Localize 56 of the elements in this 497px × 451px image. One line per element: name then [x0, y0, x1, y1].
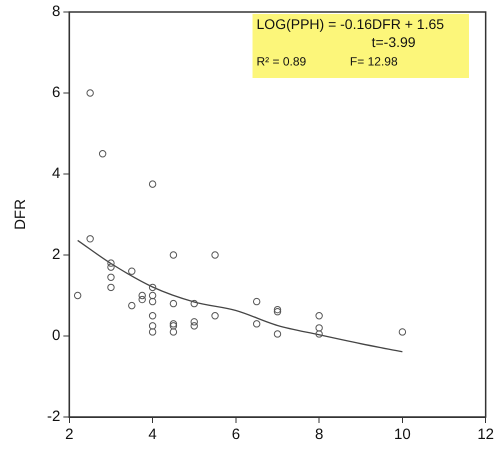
- x-tick-label: 4: [148, 426, 157, 444]
- point: [107, 284, 115, 292]
- point: [315, 330, 323, 338]
- point: [315, 312, 323, 320]
- point: [170, 322, 178, 330]
- point: [190, 318, 198, 326]
- point: [74, 292, 82, 300]
- point: [274, 308, 282, 316]
- point: [107, 263, 115, 271]
- point: [138, 296, 146, 304]
- point: [148, 298, 156, 306]
- x-tick-label: 12: [477, 426, 494, 444]
- point: [211, 312, 219, 320]
- x-tick-label: 2: [65, 426, 74, 444]
- y-axis-title: DFR: [12, 198, 30, 230]
- y-tick-label: 4: [52, 165, 60, 182]
- point: [148, 180, 156, 188]
- point: [211, 251, 219, 259]
- point: [170, 251, 178, 259]
- point: [107, 274, 115, 281]
- point: [86, 89, 94, 97]
- point: [128, 302, 136, 310]
- annotation: R² = 0.89: [256, 54, 307, 68]
- point: [274, 330, 282, 338]
- point: [190, 300, 198, 308]
- point: [170, 328, 178, 336]
- y-tick-label: 8: [52, 3, 60, 20]
- point: [252, 320, 260, 328]
- y-tick-label: -2: [46, 408, 60, 426]
- point: [86, 235, 94, 242]
- x-tick-label: 6: [232, 426, 240, 444]
- y-tick-label: 2: [52, 246, 60, 264]
- point: [148, 284, 156, 292]
- annotation: t=-3.99: [372, 34, 416, 50]
- point: [252, 298, 260, 306]
- point: [128, 268, 136, 275]
- point: [148, 312, 156, 320]
- point: [148, 292, 156, 300]
- annotation: F= 12.98: [350, 54, 398, 68]
- x-tick-label: 10: [394, 426, 411, 444]
- point: [274, 306, 282, 314]
- point: [107, 259, 115, 267]
- point: [190, 322, 198, 330]
- point: [398, 328, 406, 336]
- x-tick-label: 8: [314, 426, 324, 444]
- y-tick-label: 0: [52, 327, 60, 344]
- annotation: LOG(PPH) = -0.16DFR + 1.65: [256, 16, 444, 32]
- y-tick-label: 6: [52, 84, 60, 102]
- point: [170, 300, 178, 308]
- line-series: [77, 240, 404, 352]
- point: [170, 320, 178, 328]
- point: [148, 322, 156, 330]
- point: [148, 328, 156, 336]
- point: [315, 324, 323, 332]
- point: [138, 292, 146, 300]
- point: [98, 150, 106, 158]
